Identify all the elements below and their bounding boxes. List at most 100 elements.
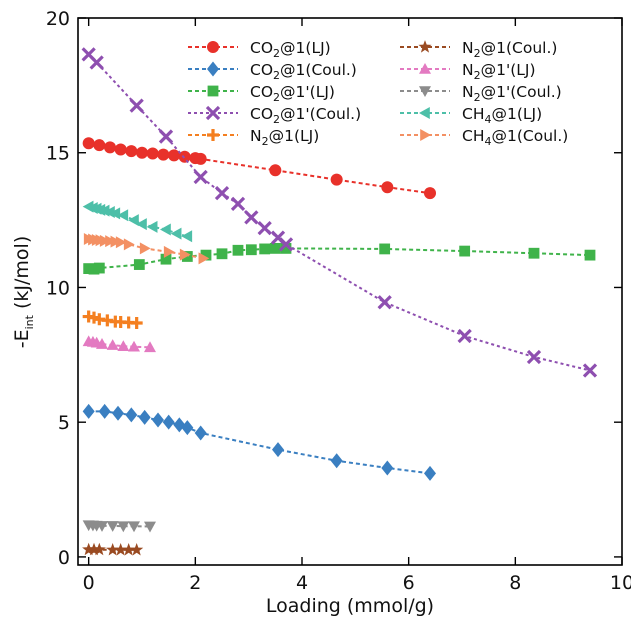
legend-marker xyxy=(205,105,221,121)
series-7 xyxy=(82,520,156,533)
data-point xyxy=(269,242,281,254)
data-point xyxy=(200,249,212,261)
legend-marker xyxy=(418,40,432,53)
data-point xyxy=(424,465,436,481)
data-point xyxy=(82,403,95,419)
legend-marker xyxy=(207,85,219,97)
data-point xyxy=(160,223,171,236)
data-point xyxy=(168,149,180,162)
data-point xyxy=(89,55,104,70)
data-point xyxy=(269,164,282,177)
data-point xyxy=(152,412,164,428)
legend-item: N2@1(LJ) xyxy=(188,127,319,148)
data-point xyxy=(87,542,101,556)
data-point xyxy=(112,405,124,421)
legend-marker xyxy=(419,63,431,74)
legend-label: CO2@1'(Coul.) xyxy=(250,105,361,126)
y-tick-label: 10 xyxy=(46,277,70,299)
data-point xyxy=(272,442,284,458)
data-point xyxy=(139,242,151,255)
data-point xyxy=(381,181,394,194)
data-point xyxy=(125,145,138,158)
data-point xyxy=(114,543,128,556)
legend-item: N2@1'(Coul.) xyxy=(400,83,562,104)
series-1 xyxy=(82,403,436,481)
data-point xyxy=(106,543,120,556)
legend-label: N2@1'(Coul.) xyxy=(462,83,562,104)
x-tick-label: 6 xyxy=(403,572,415,594)
legend-marker xyxy=(207,41,219,53)
data-point xyxy=(259,243,271,255)
legend-label: CO2@1(LJ) xyxy=(250,39,331,60)
data-point xyxy=(82,542,96,556)
data-point xyxy=(526,349,542,365)
data-point xyxy=(122,543,136,556)
data-point xyxy=(198,252,210,265)
data-point xyxy=(114,143,127,156)
y-tick-label: 5 xyxy=(58,412,70,434)
data-point xyxy=(130,317,143,330)
data-point xyxy=(584,249,596,261)
series-2 xyxy=(83,242,596,275)
data-point xyxy=(178,150,191,163)
data-point xyxy=(128,521,140,533)
series-4 xyxy=(82,310,143,330)
data-point xyxy=(106,339,119,350)
data-point xyxy=(162,414,175,430)
series-6 xyxy=(82,335,156,353)
data-point xyxy=(104,206,115,219)
x-tick-label: 8 xyxy=(509,572,521,594)
data-point xyxy=(194,152,207,165)
data-point xyxy=(125,407,138,423)
data-point xyxy=(278,237,294,252)
data-point xyxy=(280,242,292,254)
series-9 xyxy=(83,232,210,265)
data-point xyxy=(136,218,147,231)
legend-marker xyxy=(420,129,431,141)
data-point xyxy=(216,248,228,260)
legend-label: CH4@1(LJ) xyxy=(462,105,542,126)
data-point xyxy=(330,173,343,186)
data-point xyxy=(117,340,130,351)
legend-marker xyxy=(419,86,431,97)
data-point xyxy=(144,521,156,533)
data-point xyxy=(379,243,391,255)
data-point xyxy=(158,129,174,144)
data-point xyxy=(94,203,106,216)
y-tick-label: 0 xyxy=(58,547,70,569)
series-line xyxy=(88,410,431,475)
data-point xyxy=(109,207,121,220)
data-point xyxy=(194,425,207,441)
data-point xyxy=(93,262,105,274)
data-point xyxy=(138,409,151,425)
data-point xyxy=(133,259,145,270)
legend-item: CO2@1(Coul.) xyxy=(188,61,357,82)
data-point xyxy=(232,244,244,256)
legend-label: CO2@1'(LJ) xyxy=(250,83,335,104)
data-point xyxy=(130,543,144,556)
series-0 xyxy=(82,137,436,200)
x-tick-label: 4 xyxy=(296,572,308,594)
data-point xyxy=(245,244,257,256)
legend-item: CO2@1(LJ) xyxy=(188,39,331,60)
data-point xyxy=(181,230,193,243)
legend-label: CO2@1(Coul.) xyxy=(250,61,357,82)
data-point xyxy=(424,187,436,200)
data-point xyxy=(157,148,170,161)
data-point xyxy=(98,204,110,217)
legend-item: CO2@1'(LJ) xyxy=(188,83,335,104)
legend-marker xyxy=(419,107,430,119)
legend-label: CH4@1(Coul.) xyxy=(462,127,568,148)
data-point xyxy=(193,169,208,185)
data-point xyxy=(528,247,540,259)
data-point xyxy=(104,141,116,154)
data-point xyxy=(129,98,144,113)
legend-marker xyxy=(207,61,219,77)
x-axis-label: Loading (mmol/g) xyxy=(266,595,434,617)
series-8 xyxy=(82,200,193,243)
plot-frame xyxy=(77,17,623,566)
data-point xyxy=(257,221,272,236)
data-point xyxy=(144,341,156,353)
data-point xyxy=(136,146,148,159)
data-point xyxy=(170,227,182,240)
